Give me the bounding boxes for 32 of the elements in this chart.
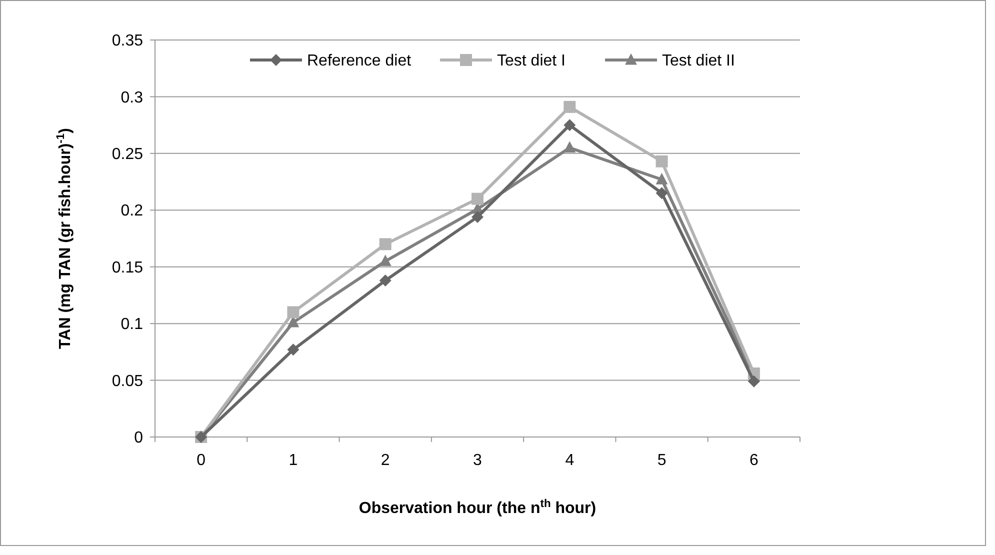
point xyxy=(472,210,484,223)
legend-label: Test diet I xyxy=(497,52,566,70)
point xyxy=(656,155,668,168)
x-tick-label: 2 xyxy=(380,452,390,469)
y-tick-label: 0 xyxy=(134,430,144,447)
x-axis-title: Observation hour (the n$^{th}$ hour) xyxy=(358,498,596,517)
y-tick-label: 0.2 xyxy=(120,202,144,220)
y-tick-label: 0.35 xyxy=(112,32,144,50)
y-tick-label: 0.25 xyxy=(112,146,144,164)
x-tick-label: 6 xyxy=(749,452,758,469)
legend-label: Test diet II xyxy=(662,52,735,70)
point xyxy=(656,172,668,184)
legend-label: Reference diet xyxy=(307,52,412,70)
x-tick-label: 1 xyxy=(288,452,298,469)
point xyxy=(564,100,576,113)
point xyxy=(287,344,300,356)
y-tick-label: 0.15 xyxy=(112,259,144,276)
x-tick-label: 0 xyxy=(196,452,206,469)
point xyxy=(287,306,300,318)
y-tick-label: 0.1 xyxy=(120,316,144,334)
point xyxy=(472,192,484,205)
point xyxy=(564,119,576,132)
point xyxy=(656,187,668,200)
x-tick-label: 4 xyxy=(565,452,574,469)
point xyxy=(379,274,392,286)
point xyxy=(564,141,576,153)
point xyxy=(379,238,392,250)
x-tick-label: 3 xyxy=(473,452,482,469)
x-tick-label: 5 xyxy=(657,452,666,469)
y-tick-label: 0.05 xyxy=(112,372,144,390)
y-tick-label: 0.3 xyxy=(120,89,144,106)
point xyxy=(748,375,760,388)
